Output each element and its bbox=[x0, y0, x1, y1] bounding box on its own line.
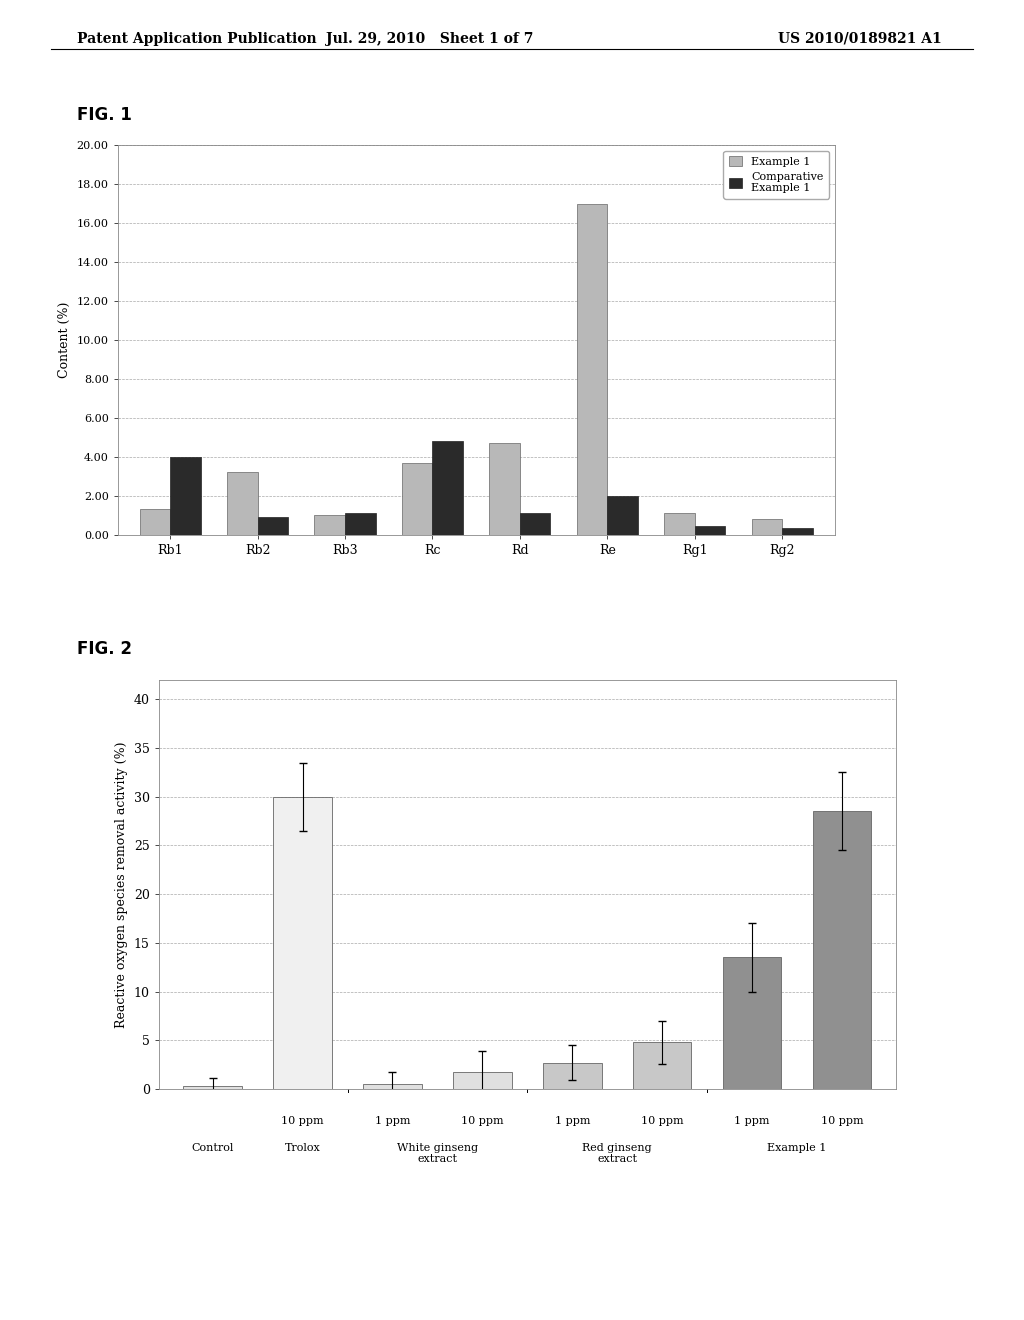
Text: Red ginseng
extract: Red ginseng extract bbox=[583, 1143, 652, 1164]
Text: 1 ppm: 1 ppm bbox=[555, 1117, 590, 1126]
Text: White ginseng
extract: White ginseng extract bbox=[397, 1143, 478, 1164]
Bar bbox=[364, 1084, 422, 1089]
Y-axis label: Reactive oxygen species removal activity (%): Reactive oxygen species removal activity… bbox=[115, 741, 128, 1028]
Bar bbox=[752, 519, 782, 535]
Text: Jul. 29, 2010   Sheet 1 of 7: Jul. 29, 2010 Sheet 1 of 7 bbox=[327, 32, 534, 46]
Bar bbox=[665, 513, 694, 535]
Bar bbox=[489, 444, 520, 535]
Text: Trolox: Trolox bbox=[285, 1143, 321, 1152]
Text: Control: Control bbox=[191, 1143, 233, 1152]
Bar bbox=[543, 1063, 601, 1089]
Bar bbox=[345, 513, 376, 535]
Bar bbox=[401, 462, 432, 535]
Text: US 2010/0189821 A1: US 2010/0189821 A1 bbox=[778, 32, 942, 46]
Text: FIG. 2: FIG. 2 bbox=[77, 640, 132, 659]
Text: 10 ppm: 10 ppm bbox=[641, 1117, 684, 1126]
Bar bbox=[183, 1086, 242, 1089]
Bar bbox=[454, 1072, 512, 1089]
Bar bbox=[314, 515, 345, 535]
Bar bbox=[723, 957, 781, 1089]
Y-axis label: Content (%): Content (%) bbox=[58, 302, 72, 378]
Bar bbox=[607, 496, 638, 535]
Text: 1 ppm: 1 ppm bbox=[734, 1117, 770, 1126]
Bar bbox=[694, 525, 725, 535]
Text: 10 ppm: 10 ppm bbox=[821, 1117, 863, 1126]
Bar bbox=[258, 517, 288, 535]
Bar bbox=[227, 473, 258, 535]
Text: 1 ppm: 1 ppm bbox=[375, 1117, 411, 1126]
Text: Example 1: Example 1 bbox=[767, 1143, 826, 1152]
Bar bbox=[139, 510, 170, 535]
Bar bbox=[273, 797, 332, 1089]
Bar bbox=[813, 812, 871, 1089]
Text: 10 ppm: 10 ppm bbox=[282, 1117, 324, 1126]
Legend: Example 1, Comparative
Example 1: Example 1, Comparative Example 1 bbox=[723, 150, 829, 199]
Bar bbox=[782, 528, 813, 535]
Bar bbox=[520, 513, 551, 535]
Text: Patent Application Publication: Patent Application Publication bbox=[77, 32, 316, 46]
Bar bbox=[633, 1043, 691, 1089]
Text: 10 ppm: 10 ppm bbox=[461, 1117, 504, 1126]
Bar bbox=[170, 457, 201, 535]
Bar bbox=[432, 441, 463, 535]
Text: FIG. 1: FIG. 1 bbox=[77, 106, 132, 124]
Bar bbox=[577, 203, 607, 535]
